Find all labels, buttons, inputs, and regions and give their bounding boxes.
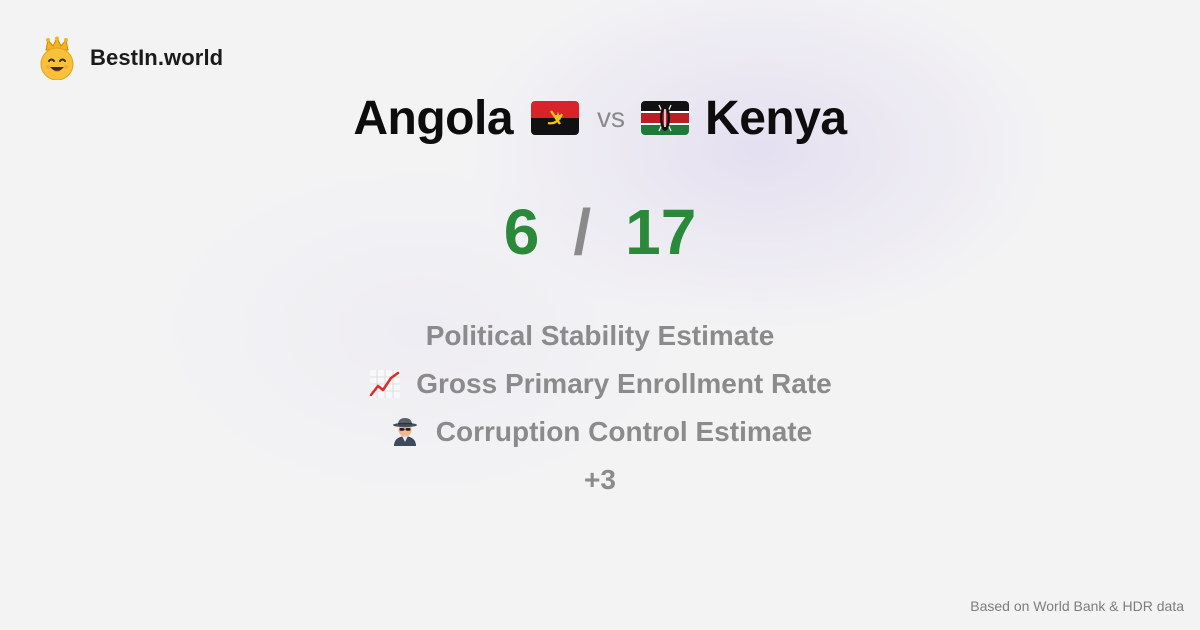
vs-separator: vs bbox=[597, 102, 626, 133]
right-score: 17 bbox=[625, 196, 697, 268]
metric-label: Political Stability Estimate bbox=[425, 320, 775, 351]
detective-icon bbox=[392, 418, 417, 446]
metric-item: Corruption Control Estimate bbox=[0, 408, 1200, 456]
angola-flag-icon bbox=[531, 101, 580, 135]
left-country-name: Angola bbox=[353, 91, 514, 145]
kenya-flag-icon bbox=[641, 101, 690, 135]
metric-label: Gross Primary Enrollment Rate bbox=[416, 368, 832, 399]
metric-label: Corruption Control Estimate bbox=[435, 416, 813, 447]
more-metrics-count: +3 bbox=[584, 464, 616, 495]
brand[interactable]: BestIn.world bbox=[38, 36, 223, 80]
brand-name: BestIn.world bbox=[90, 45, 224, 70]
left-score: 6 bbox=[503, 196, 540, 268]
score-separator: / bbox=[573, 196, 592, 268]
metrics-list: Political Stability Estimate Gross Prima… bbox=[0, 312, 1200, 504]
metric-item: Gross Primary Enrollment Rate bbox=[0, 360, 1200, 408]
score-row: 6 / 17 bbox=[0, 194, 1200, 270]
crowned-smiley-icon bbox=[40, 36, 74, 80]
data-source-footer: Based on World Bank & HDR data bbox=[970, 598, 1184, 614]
chart-increasing-icon bbox=[369, 370, 401, 398]
comparison-title: Angola vs Kenya bbox=[0, 88, 1200, 148]
metric-item: Political Stability Estimate bbox=[0, 312, 1200, 360]
right-country-name: Kenya bbox=[705, 91, 847, 145]
